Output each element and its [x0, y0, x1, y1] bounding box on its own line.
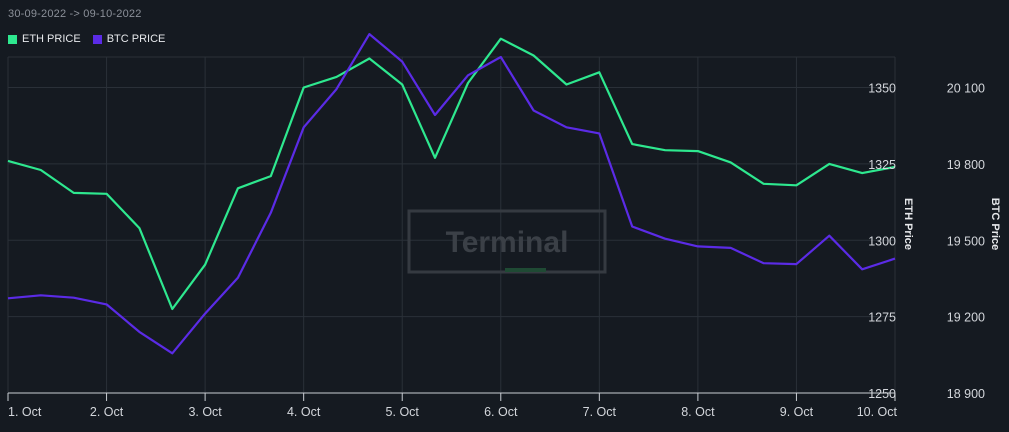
terminal-watermark: Terminal — [407, 209, 607, 274]
legend-item-btc[interactable]: BTC PRICE — [92, 33, 166, 45]
chart-legend: ETH PRICE BTC PRICE — [8, 33, 165, 45]
watermark-accent — [505, 268, 546, 272]
eth-tick-label: 1275 — [868, 311, 896, 325]
grid-lines — [7, 56, 896, 394]
x-tick-label: 10. Oct — [857, 405, 898, 419]
eth-tick-label: 1300 — [868, 234, 896, 248]
x-axis: 1. Oct 2. Oct 3. Oct 4. Oct 5. Oct 6. Oct 7. O… — [7, 392, 898, 419]
date-range: 30-09-2022 -> 09-10-2022 — [8, 8, 142, 20]
eth-price-line[interactable] — [7, 37, 896, 311]
btc-tick-label: 18 900 — [947, 387, 985, 401]
x-tick-label: 6. Oct — [484, 405, 518, 419]
eth-tick-label: 1350 — [868, 82, 896, 96]
eth-tick-label: 1325 — [868, 158, 896, 172]
eth-tick-label: 1250 — [868, 387, 896, 401]
x-tick-label: 4. Oct — [287, 405, 321, 419]
x-tick-label: 9. Oct — [780, 405, 814, 419]
watermark-text: Terminal — [446, 226, 569, 259]
legend-swatch-btc — [92, 34, 102, 44]
btc-tick-label: 19 800 — [947, 158, 985, 172]
x-tick-label: 5. Oct — [386, 405, 420, 419]
btc-price-line[interactable] — [7, 32, 896, 355]
legend-item-eth[interactable]: ETH PRICE — [8, 33, 81, 45]
eth-price-axis: 1250 1275 1300 1325 1350 — [868, 82, 896, 401]
btc-axis-title: BTC Price — [989, 198, 1001, 251]
legend-swatch-eth — [8, 34, 17, 44]
x-tick-label: 1. Oct — [8, 405, 42, 419]
btc-tick-label: 20 100 — [947, 82, 985, 96]
x-tick-label: 2. Oct — [90, 405, 124, 419]
eth-axis-title: ETH Price — [902, 198, 914, 250]
btc-tick-label: 19 200 — [947, 311, 985, 325]
x-tick-label: 3. Oct — [188, 405, 222, 419]
btc-price-axis: 18 900 19 200 19 500 19 800 20 100 — [947, 82, 985, 401]
x-tick-label: 7. Oct — [583, 405, 617, 419]
legend-label-eth: ETH PRICE — [22, 33, 81, 45]
btc-tick-label: 19 500 — [947, 234, 985, 248]
x-tick-label: 8. Oct — [681, 405, 715, 419]
series-lines — [7, 32, 896, 355]
legend-label-btc: BTC PRICE — [106, 33, 166, 45]
